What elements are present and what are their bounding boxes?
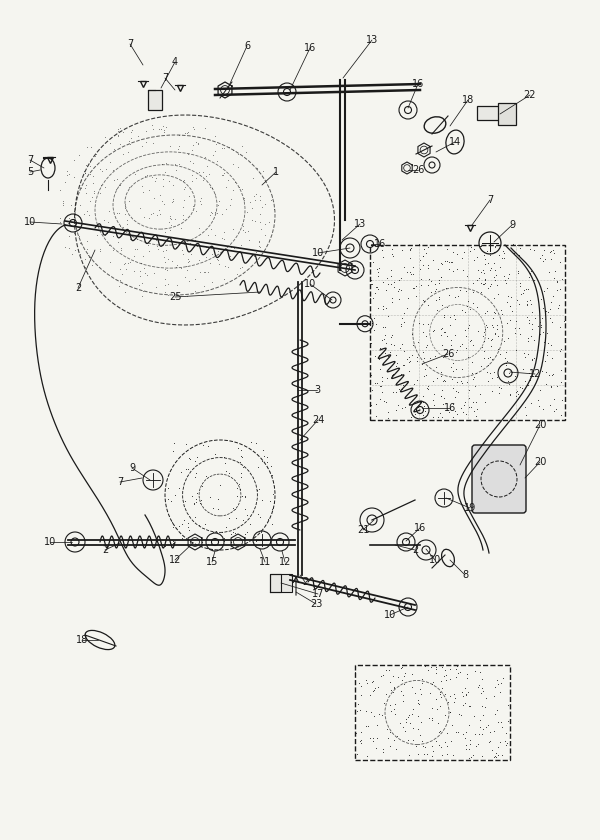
Text: 26: 26 (442, 349, 454, 359)
Text: 7: 7 (27, 155, 33, 165)
Text: 11: 11 (259, 557, 271, 567)
Text: 24: 24 (312, 415, 324, 425)
Text: 23: 23 (310, 599, 322, 609)
Bar (370, 245, 565, 420)
Text: 8: 8 (462, 570, 468, 580)
Text: 13: 13 (354, 219, 366, 229)
Text: 10: 10 (429, 555, 441, 565)
Text: 7: 7 (127, 39, 133, 49)
Text: 3: 3 (314, 385, 320, 395)
Bar (148, 90, 162, 110)
Text: 6: 6 (244, 41, 250, 51)
Text: 14: 14 (449, 137, 461, 147)
Text: 7: 7 (117, 477, 123, 487)
Text: 1: 1 (273, 167, 279, 177)
Text: 16: 16 (444, 403, 456, 413)
Text: 16: 16 (412, 79, 424, 89)
Text: 18: 18 (76, 635, 88, 645)
Text: 12: 12 (529, 369, 541, 379)
Text: 10: 10 (304, 279, 316, 289)
Text: 20: 20 (534, 457, 546, 467)
Text: 10: 10 (24, 217, 36, 227)
Text: 15: 15 (206, 557, 218, 567)
Text: 26: 26 (412, 165, 424, 175)
Text: 18: 18 (462, 95, 474, 105)
Text: 13: 13 (366, 35, 378, 45)
Text: 22: 22 (524, 90, 536, 100)
Bar (270, 574, 292, 592)
Text: 2: 2 (75, 283, 81, 293)
Text: 10: 10 (312, 248, 324, 258)
Text: 2: 2 (302, 577, 308, 587)
Text: 16: 16 (304, 43, 316, 53)
Text: 9: 9 (509, 220, 515, 230)
Text: 4: 4 (172, 57, 178, 67)
Text: 21: 21 (357, 525, 369, 535)
Bar (355, 665, 510, 760)
Text: 12: 12 (169, 555, 181, 565)
Text: 12: 12 (279, 557, 291, 567)
Text: 10: 10 (384, 610, 396, 620)
Text: 20: 20 (534, 420, 546, 430)
Text: 17: 17 (312, 589, 324, 599)
Text: 25: 25 (169, 292, 181, 302)
Text: 19: 19 (464, 503, 476, 513)
Text: 2: 2 (102, 545, 108, 555)
Text: 10: 10 (44, 537, 56, 547)
Text: 9: 9 (129, 463, 135, 473)
Bar (477, 106, 499, 120)
Text: 7: 7 (162, 73, 168, 83)
Text: 16: 16 (414, 523, 426, 533)
Bar (498, 103, 516, 125)
FancyBboxPatch shape (472, 445, 526, 513)
Text: 5: 5 (27, 167, 33, 177)
Text: 2: 2 (412, 545, 418, 555)
Text: 16: 16 (374, 239, 386, 249)
Text: 7: 7 (487, 195, 493, 205)
